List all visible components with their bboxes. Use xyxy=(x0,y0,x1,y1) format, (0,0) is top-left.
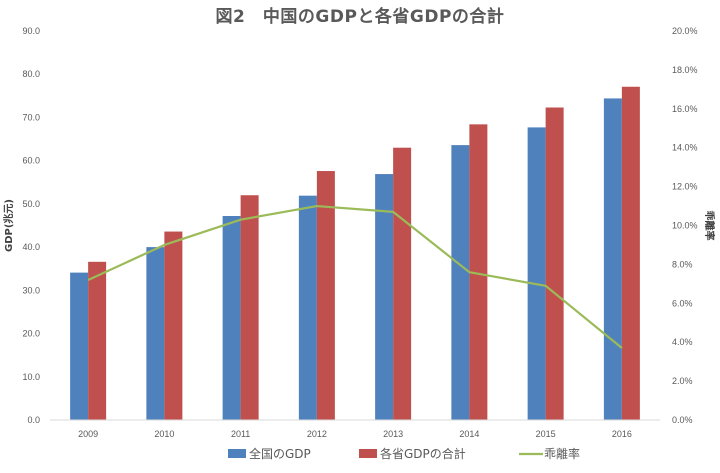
bar-provincial-gdp-sum-2014 xyxy=(469,124,488,421)
x-tick-label: 2010 xyxy=(154,429,174,439)
y-tick-label: 20.0 xyxy=(22,329,40,339)
bar-provincial-gdp-sum-2015 xyxy=(545,107,564,421)
bar-national-gdp-2011 xyxy=(222,215,241,420)
y-tick-label: 90.0 xyxy=(22,26,40,36)
bar-provincial-gdp-sum-2011 xyxy=(240,195,259,420)
legend-divergence-rate: 乖離率 xyxy=(519,446,580,461)
bar-national-gdp-2014 xyxy=(451,145,470,420)
legend-swatch xyxy=(228,449,246,458)
y-right-tick-label: 16.0% xyxy=(672,104,698,114)
line-divergence-rate xyxy=(87,204,623,349)
x-tick-label: 2016 xyxy=(612,429,632,439)
y-tick-label: 50.0 xyxy=(22,199,40,209)
bar-provincial-gdp-sum-2009 xyxy=(88,261,107,420)
bar-provincial-gdp-sum-2012 xyxy=(316,171,335,420)
y-tick-label: 10.0 xyxy=(22,372,40,382)
bar-national-gdp-2016 xyxy=(603,98,622,420)
y-right-tick-label: 12.0% xyxy=(672,182,698,192)
x-tick-label: 2012 xyxy=(307,429,327,439)
y-right-tick-label: 6.0% xyxy=(672,298,693,308)
y-right-axis-title: 乖離率 xyxy=(703,211,716,241)
x-tick-label: 2014 xyxy=(459,429,479,439)
bar-national-gdp-2012 xyxy=(298,195,317,420)
y-right-tick-label: 8.0% xyxy=(672,259,693,269)
bar-provincial-gdp-sum-2010 xyxy=(164,231,183,420)
bar-provincial-gdp-sum-2013 xyxy=(393,147,412,420)
bar-provincial-gdp-sum-2016 xyxy=(621,86,640,421)
y-right-tick-label: 14.0% xyxy=(672,143,698,153)
bar-national-gdp-2013 xyxy=(375,174,394,420)
y-tick-label: 70.0 xyxy=(22,112,40,122)
legend-national-gdp: 全国のGDP xyxy=(228,446,311,461)
y-tick-label: 80.0 xyxy=(22,69,40,79)
x-tick-label: 2011 xyxy=(231,429,250,439)
chart-title: 図2 中国のGDPと各省GDPの合計 xyxy=(215,7,505,27)
y-right-tick-label: 10.0% xyxy=(672,221,698,231)
bar-national-gdp-2010 xyxy=(146,247,165,420)
bar-national-gdp-2009 xyxy=(70,272,89,420)
legend-label: 全国のGDP xyxy=(249,446,311,461)
y-tick-label: 60.0 xyxy=(22,156,40,166)
y-right-tick-label: 4.0% xyxy=(672,337,693,347)
legend-label: 乖離率 xyxy=(544,446,580,461)
legend-label: 各省GDPの合計 xyxy=(380,446,466,461)
x-tick-label: 2009 xyxy=(78,429,98,439)
x-tick-label: 2015 xyxy=(536,429,556,439)
y-tick-label: 40.0 xyxy=(22,242,40,252)
bar-national-gdp-2015 xyxy=(527,127,546,420)
y-right-tick-label: 18.0% xyxy=(672,65,698,75)
y-right-tick-label: 0.0% xyxy=(672,415,693,425)
legend-provincial-gdp-sum: 各省GDPの合計 xyxy=(359,446,466,461)
y-tick-label: 30.0 xyxy=(22,285,40,295)
y-tick-label: 0.0 xyxy=(27,415,40,425)
legend-swatch xyxy=(359,449,377,458)
y-right-tick-label: 20.0% xyxy=(672,26,698,36)
y-axis-title: GDP(兆元) xyxy=(2,199,15,252)
x-tick-label: 2013 xyxy=(383,429,403,439)
y-right-tick-label: 2.0% xyxy=(672,376,693,386)
